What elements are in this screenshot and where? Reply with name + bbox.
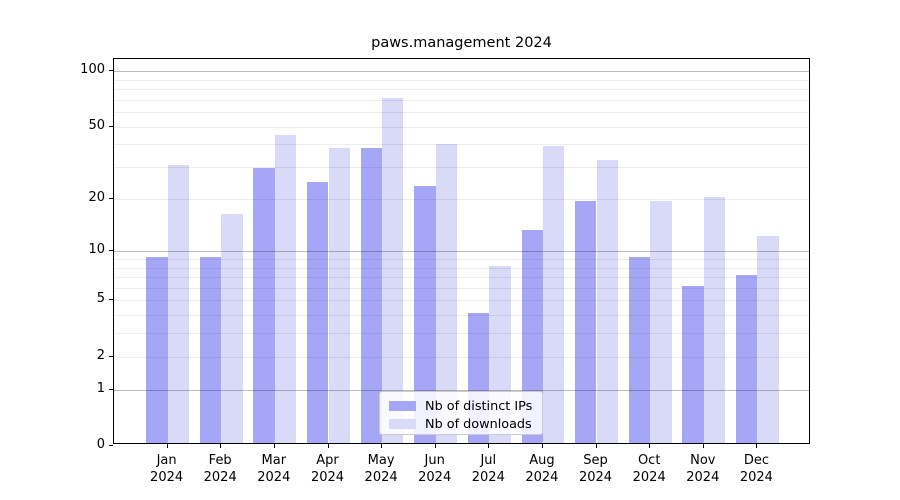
plot-area: Nb of distinct IPs Nb of downloads [113, 58, 810, 444]
chart-title: paws.management 2024 [371, 35, 552, 51]
y-tick-mark-1 [109, 388, 113, 390]
bar-distinct-ips-jan-2024 [146, 256, 168, 443]
x-tick-mark-sep [595, 444, 597, 448]
y-tick-label-100: 100 [80, 62, 105, 77]
gridline-7 [114, 277, 809, 278]
legend-item-downloads: Nb of downloads [389, 415, 533, 433]
gridline-6 [114, 287, 809, 289]
y-tick-mark-10 [109, 250, 113, 252]
y-tick-label-0: 0 [96, 437, 105, 452]
x-tick-label-aug: Aug 2024 [525, 453, 559, 485]
bar-downloads-mar-2024 [274, 134, 297, 443]
bar-downloads-oct-2024 [650, 200, 672, 443]
legend-label-downloads: Nb of downloads [425, 416, 532, 432]
x-tick-label-apr: Apr 2024 [310, 453, 345, 485]
x-tick-mark-jun [434, 444, 436, 448]
x-tick-mark-jan [166, 444, 168, 448]
gridline-70 [114, 99, 809, 101]
y-tick-label-50: 50 [88, 117, 105, 133]
bar-downloads-sep-2024 [596, 159, 618, 443]
gridline-50 [114, 126, 809, 128]
x-tick-mark-feb [220, 444, 222, 448]
bar-downloads-jan-2024 [167, 165, 189, 443]
y-tick-mark-0 [109, 445, 113, 446]
y-tick-mark-100 [109, 70, 113, 71]
y-tick-mark-50 [109, 125, 113, 127]
bar-distinct-ips-oct-2024 [628, 256, 651, 443]
bar-distinct-ips-dec-2024 [736, 275, 758, 443]
bar-downloads-nov-2024 [703, 196, 726, 443]
x-tick-mark-dec [756, 444, 758, 448]
gridline-20 [114, 198, 809, 200]
gridline-100 [114, 71, 809, 72]
x-tick-mark-may [381, 444, 383, 448]
gridline-40 [114, 144, 809, 146]
y-tick-label-1: 1 [96, 380, 105, 396]
x-tick-label-mar: Mar 2024 [257, 453, 291, 485]
bar-distinct-ips-jun-2024 [414, 185, 436, 443]
gridline-10 [114, 251, 809, 253]
y-tick-label-10: 10 [88, 242, 105, 258]
legend-swatch-downloads [389, 419, 416, 429]
x-tick-label-sep: Sep 2024 [578, 453, 613, 485]
x-tick-mark-mar [273, 444, 275, 448]
legend-item-distinct-ips: Nb of distinct IPs [389, 397, 533, 415]
gridline-3 [114, 333, 809, 335]
bar-distinct-ips-nov-2024 [682, 285, 704, 443]
x-tick-label-nov: Nov 2024 [686, 453, 720, 485]
y-tick-label-5: 5 [96, 291, 105, 307]
bar-distinct-ips-feb-2024 [199, 256, 222, 443]
bar-downloads-may-2024 [382, 97, 404, 443]
legend-swatch-distinct-ips [389, 401, 416, 411]
gridline-90 [114, 79, 809, 81]
legend-label-distinct-ips: Nb of distinct IPs [425, 398, 533, 414]
bar-downloads-apr-2024 [328, 148, 350, 443]
x-tick-mark-oct [649, 444, 651, 448]
y-tick-label-2: 2 [96, 347, 105, 363]
gridline-1 [114, 389, 809, 391]
bar-downloads-dec-2024 [757, 235, 779, 443]
bar-distinct-ips-aug-2024 [521, 229, 543, 443]
bar-downloads-aug-2024 [542, 146, 565, 443]
bar-distinct-ips-sep-2024 [575, 200, 597, 443]
bar-distinct-ips-apr-2024 [307, 182, 329, 443]
x-tick-mark-apr [327, 444, 329, 448]
gridline-8 [114, 267, 809, 269]
gridline-4 [114, 315, 809, 317]
y-tick-mark-5 [109, 299, 113, 301]
x-tick-label-jul: Jul 2024 [471, 453, 505, 485]
x-tick-label-feb: Feb 2024 [203, 453, 237, 485]
y-tick-mark-20 [109, 197, 113, 199]
x-tick-label-may: May 2024 [364, 453, 398, 485]
x-tick-mark-jul [488, 444, 490, 448]
gridline-60 [114, 112, 809, 113]
x-tick-label-jan: Jan 2024 [150, 453, 184, 485]
y-tick-mark-2 [109, 355, 113, 357]
y-tick-label-20: 20 [88, 189, 105, 205]
x-tick-mark-nov [702, 444, 704, 448]
x-tick-label-dec: Dec 2024 [739, 453, 773, 485]
gridline-80 [114, 88, 809, 90]
gridline-5 [114, 300, 809, 302]
gridline-30 [114, 167, 809, 168]
bar-downloads-feb-2024 [221, 213, 243, 443]
x-tick-mark-aug [541, 444, 543, 448]
x-tick-label-jun: Jun 2024 [418, 453, 452, 485]
legend: Nb of distinct IPs Nb of downloads [379, 391, 543, 435]
gridline-2 [114, 356, 809, 358]
gridline-9 [114, 258, 809, 260]
bar-distinct-ips-may-2024 [360, 148, 383, 443]
bar-distinct-ips-mar-2024 [253, 167, 275, 443]
bar-downloads-jun-2024 [435, 144, 458, 443]
x-tick-label-oct: Oct 2024 [632, 453, 666, 485]
